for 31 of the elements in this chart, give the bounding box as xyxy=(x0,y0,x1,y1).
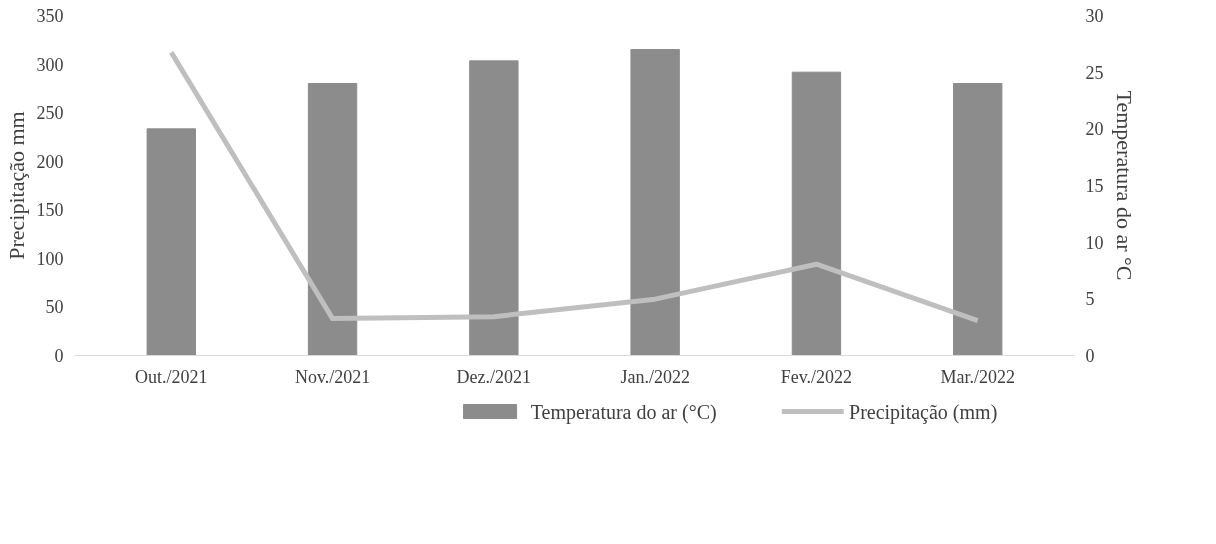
legend-label: Temperatura do ar (°C) xyxy=(530,400,717,424)
y-tick-label: 300 xyxy=(36,54,64,75)
x-tick-label: Fev./2022 xyxy=(780,366,853,387)
y-tick-label: 200 xyxy=(36,151,64,172)
y2-tick-label: 15 xyxy=(1085,176,1104,196)
x-tick-label: Out./2021 xyxy=(135,366,208,387)
y-tick-label: 0 xyxy=(54,346,64,366)
y2-tick-label: 5 xyxy=(1085,289,1095,310)
y-tick-label: 100 xyxy=(36,248,64,269)
bar xyxy=(469,60,519,356)
y-axis-title: Precipitação mm xyxy=(3,111,29,260)
x-tick-label: Mar./2022 xyxy=(940,366,1015,387)
y2-tick-label: 20 xyxy=(1085,119,1104,140)
y2-tick-label: 25 xyxy=(1085,62,1104,83)
y-tick-label: 150 xyxy=(36,200,64,221)
y2-tick-label: 30 xyxy=(1085,6,1104,26)
x-tick-label: Jan./2022 xyxy=(620,366,690,387)
bar xyxy=(307,83,358,356)
legend-label: Precipitação (mm) xyxy=(849,400,998,424)
x-tick-label: Dez./2021 xyxy=(456,366,532,387)
bar xyxy=(791,71,842,356)
y-tick-label: 350 xyxy=(36,6,64,26)
y2-axis-title: Temperatura do ar °C xyxy=(1111,90,1137,281)
y2-tick-label: 0 xyxy=(1085,346,1095,366)
bar xyxy=(953,83,1003,356)
bar xyxy=(630,49,680,356)
x-tick-label: Nov./2021 xyxy=(294,366,371,387)
y-tick-label: 50 xyxy=(45,297,64,318)
y-tick-label: 250 xyxy=(36,103,64,124)
y2-tick-label: 10 xyxy=(1085,232,1104,253)
bar xyxy=(146,128,196,356)
